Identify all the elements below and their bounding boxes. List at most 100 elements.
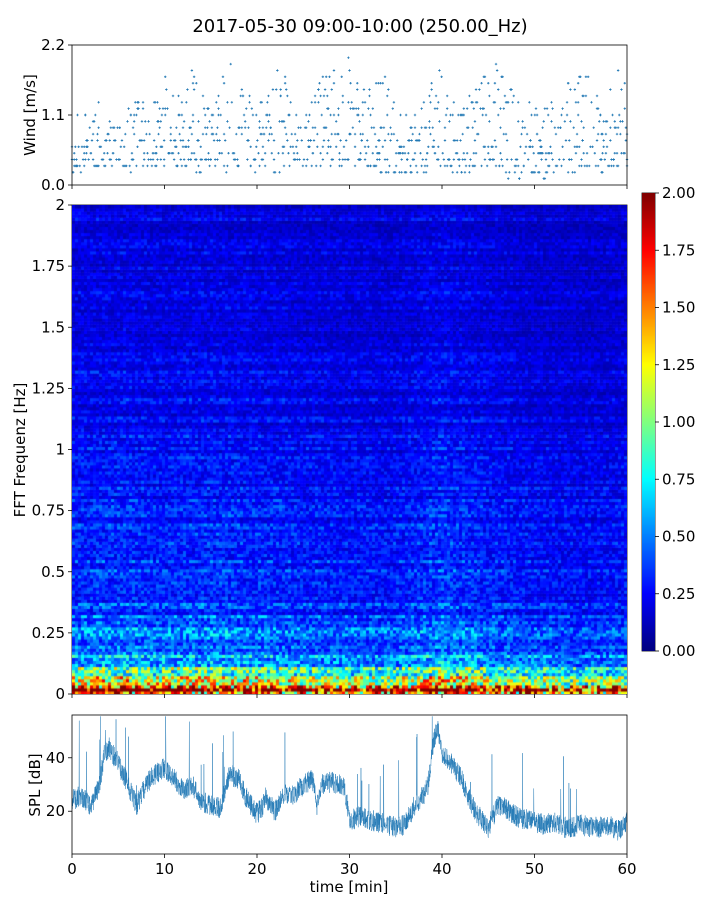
wind-point	[189, 126, 192, 129]
wind-point	[208, 164, 211, 168]
wind-point	[583, 164, 587, 168]
colorbar-ticks: 0.00 0.25 0.50 0.75 1.00 1.25 1.50 1.75 2.00	[655, 184, 695, 660]
wind-point	[269, 126, 272, 129]
wind-point	[348, 69, 351, 72]
wind-point	[125, 164, 128, 168]
wind-point	[302, 158, 306, 161]
wind-point	[450, 164, 453, 168]
wind-point	[185, 101, 188, 104]
wind-point	[473, 120, 477, 123]
wind-point	[581, 139, 584, 142]
wind-point	[613, 120, 616, 123]
wind-point	[192, 88, 196, 91]
wind-point	[267, 120, 270, 123]
wind-point	[126, 120, 129, 123]
wind-point	[263, 164, 267, 168]
wind-point	[219, 113, 222, 117]
wind-point	[140, 120, 144, 123]
wind-point	[558, 158, 561, 161]
wind-point	[403, 151, 407, 155]
spl-x-tick-label: 0	[67, 860, 77, 878]
wind-point	[477, 132, 480, 136]
wind-point	[453, 139, 457, 142]
wind-point	[561, 107, 564, 110]
wind-point	[273, 171, 277, 174]
wind-point	[592, 126, 595, 129]
wind-point	[575, 132, 579, 136]
wind-point	[522, 164, 525, 168]
wind-point	[418, 132, 421, 136]
wind-point	[91, 158, 95, 161]
wind-point	[174, 139, 177, 142]
wind-point	[408, 139, 411, 142]
wind-point	[614, 126, 618, 129]
wind-point	[216, 158, 219, 161]
wind-point	[421, 158, 424, 161]
wind-point	[213, 158, 217, 161]
wind-point	[584, 75, 588, 79]
wind-point	[589, 145, 592, 149]
wind-point	[205, 158, 208, 161]
wind-point	[315, 164, 318, 168]
wind-point	[159, 158, 162, 161]
wind-point	[615, 132, 619, 136]
wind-point	[338, 158, 341, 161]
wind-point	[155, 164, 158, 168]
wind-point	[363, 101, 367, 104]
wind-point	[240, 88, 244, 91]
wind-point	[378, 139, 381, 142]
wind-point	[442, 158, 446, 161]
wind-point	[332, 69, 336, 72]
wind-point	[561, 145, 564, 149]
wind-point	[521, 120, 524, 123]
wind-point	[145, 132, 148, 136]
wind-point	[451, 171, 454, 174]
wind-point	[511, 101, 514, 104]
wind-point	[508, 171, 511, 174]
wind-point	[329, 145, 332, 149]
wind-point	[487, 81, 490, 85]
wind-point	[494, 62, 498, 66]
wind-point	[455, 171, 459, 174]
wind-point	[410, 139, 413, 142]
wind-point	[596, 164, 600, 168]
wind-point	[378, 151, 381, 155]
wind-point	[527, 158, 530, 161]
wind-point	[538, 171, 541, 174]
wind-point	[448, 120, 451, 123]
wind-point	[383, 158, 387, 161]
wind-point	[308, 145, 311, 149]
wind-point	[311, 126, 315, 129]
wind-point	[501, 75, 504, 79]
wind-point	[270, 132, 273, 136]
wind-point	[586, 75, 590, 79]
wind-point	[164, 113, 167, 117]
wind-point	[157, 132, 160, 136]
wind-point	[327, 139, 330, 142]
wind-point	[79, 171, 83, 174]
wind-point	[81, 158, 85, 161]
wind-point	[160, 145, 164, 149]
wind-point	[195, 158, 198, 161]
wind-point	[298, 158, 301, 161]
wind-point	[359, 158, 362, 161]
wind-point	[242, 113, 246, 117]
wind-point	[449, 113, 452, 117]
wind-point	[387, 171, 390, 174]
wind-point	[493, 81, 497, 85]
wind-point	[517, 101, 520, 104]
wind-point	[276, 69, 279, 72]
wind-point	[267, 94, 270, 98]
wind-point	[180, 113, 184, 117]
wind-point	[255, 145, 258, 149]
wind-point	[605, 145, 609, 149]
wind-point	[172, 158, 176, 161]
spectrogram-y-tick-label: 0.25	[32, 624, 65, 642]
wind-point	[498, 164, 501, 168]
wind-point	[129, 171, 133, 174]
wind-point	[342, 145, 346, 149]
wind-point	[266, 113, 269, 117]
wind-point	[609, 139, 612, 142]
wind-point	[528, 101, 531, 104]
wind-point	[615, 151, 619, 155]
